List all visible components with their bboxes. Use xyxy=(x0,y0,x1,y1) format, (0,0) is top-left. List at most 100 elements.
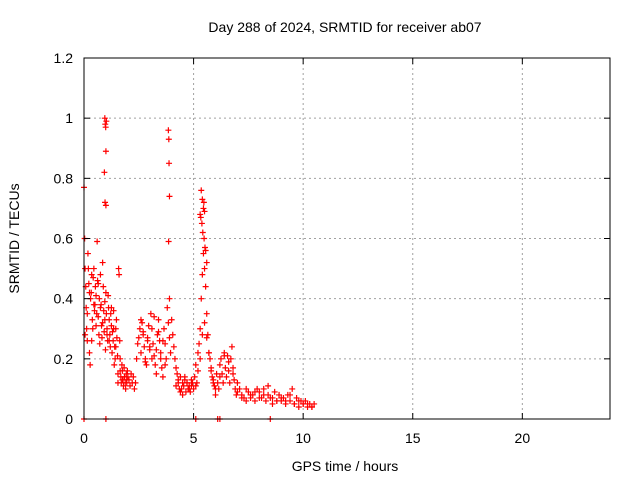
data-point xyxy=(180,382,187,389)
data-point xyxy=(166,193,173,200)
data-point xyxy=(265,391,272,398)
data-point xyxy=(181,373,188,380)
data-point xyxy=(233,391,240,398)
data-point xyxy=(223,373,230,380)
data-point xyxy=(247,391,254,398)
data-point xyxy=(114,379,121,386)
data-point xyxy=(108,322,115,329)
data-point xyxy=(295,397,302,404)
data-point xyxy=(211,382,218,389)
data-point xyxy=(120,382,127,389)
data-point xyxy=(221,352,228,359)
data-point xyxy=(135,334,142,341)
data-point xyxy=(148,355,155,362)
data-point xyxy=(265,382,272,389)
data-point xyxy=(124,367,131,374)
data-point xyxy=(88,337,95,344)
data-point xyxy=(236,385,243,392)
data-point xyxy=(197,211,204,218)
axis-ticks xyxy=(83,57,610,420)
data-point xyxy=(112,343,119,350)
data-point xyxy=(238,394,245,401)
x-tick-label: 10 xyxy=(295,430,311,446)
data-point xyxy=(194,349,201,356)
data-point xyxy=(200,199,207,206)
data-point xyxy=(158,364,165,371)
data-point xyxy=(93,292,100,299)
y-tick-label: 0.8 xyxy=(54,170,74,186)
data-point xyxy=(254,385,261,392)
y-tick-label: 0.6 xyxy=(54,231,74,247)
data-point xyxy=(295,403,302,410)
data-point xyxy=(166,334,173,341)
data-point xyxy=(197,325,204,332)
data-point xyxy=(105,292,112,299)
data-point xyxy=(93,322,100,329)
data-point xyxy=(147,310,154,317)
data-point xyxy=(166,160,173,167)
data-point xyxy=(251,388,258,395)
data-point xyxy=(225,367,232,374)
data-point xyxy=(103,118,110,125)
data-point xyxy=(165,127,172,134)
data-point xyxy=(198,295,205,302)
data-point xyxy=(151,352,158,359)
data-point xyxy=(95,331,102,338)
data-point xyxy=(98,334,105,341)
data-point xyxy=(251,397,258,404)
data-point xyxy=(269,400,276,407)
data-point xyxy=(262,397,269,404)
y-tick-label: 0.4 xyxy=(54,291,74,307)
data-point xyxy=(108,304,115,311)
y-tick-label: 1 xyxy=(65,110,73,126)
data-point xyxy=(153,370,160,377)
data-point xyxy=(226,379,233,386)
data-point xyxy=(197,214,204,221)
data-point xyxy=(123,379,130,386)
data-point xyxy=(200,205,207,212)
data-point xyxy=(132,379,139,386)
data-point xyxy=(92,283,99,290)
data-point xyxy=(243,397,250,404)
data-point xyxy=(287,391,294,398)
data-point xyxy=(154,331,161,338)
data-point xyxy=(201,235,208,242)
data-point xyxy=(117,355,124,362)
data-point xyxy=(134,340,141,347)
data-point xyxy=(184,379,191,386)
data-point xyxy=(198,220,205,227)
data-point xyxy=(227,355,234,362)
data-point xyxy=(155,328,162,335)
data-point xyxy=(100,307,107,314)
data-point xyxy=(213,370,220,377)
data-point xyxy=(104,331,111,338)
y-tick-label: 1.2 xyxy=(54,50,74,66)
data-point xyxy=(119,376,126,383)
data-point xyxy=(220,379,227,386)
data-point xyxy=(289,385,296,392)
data-point xyxy=(98,322,105,329)
data-point xyxy=(97,304,104,311)
data-point xyxy=(173,382,180,389)
data-point xyxy=(177,388,184,395)
data-point xyxy=(278,394,285,401)
data-point xyxy=(106,316,113,323)
data-point xyxy=(203,310,210,317)
data-point xyxy=(209,373,216,380)
data-point xyxy=(155,316,162,323)
data-point xyxy=(97,271,104,278)
data-point xyxy=(165,136,172,143)
data-point xyxy=(194,367,201,374)
data-point xyxy=(87,361,94,368)
data-point xyxy=(84,250,91,257)
data-point xyxy=(148,325,155,332)
data-point xyxy=(114,370,121,377)
data-point xyxy=(143,361,150,368)
data-point xyxy=(225,358,232,365)
data-point xyxy=(197,355,204,362)
x-tick-label: 20 xyxy=(515,430,531,446)
data-point xyxy=(152,361,159,368)
data-point xyxy=(101,328,108,335)
data-point xyxy=(150,340,157,347)
